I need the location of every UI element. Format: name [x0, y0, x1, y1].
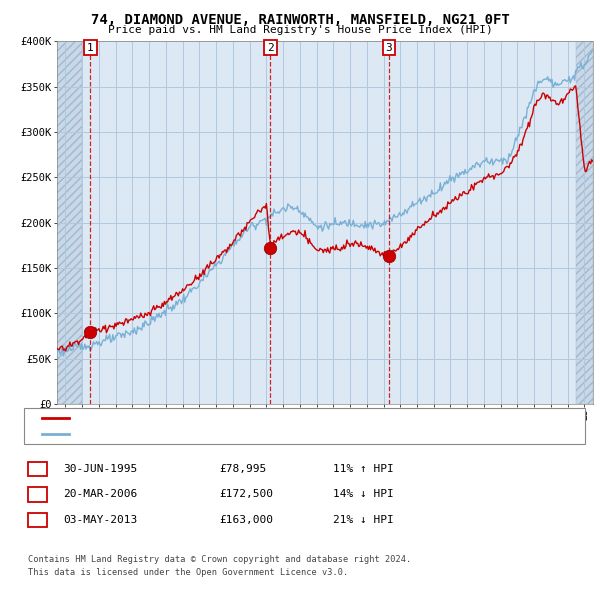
Text: 74, DIAMOND AVENUE, RAINWORTH, MANSFIELD, NG21 0FT: 74, DIAMOND AVENUE, RAINWORTH, MANSFIELD…: [91, 13, 509, 27]
Text: £172,500: £172,500: [219, 490, 273, 499]
Polygon shape: [57, 41, 82, 404]
Text: Contains HM Land Registry data © Crown copyright and database right 2024.: Contains HM Land Registry data © Crown c…: [28, 555, 411, 564]
Text: This data is licensed under the Open Government Licence v3.0.: This data is licensed under the Open Gov…: [28, 568, 348, 577]
Text: 03-MAY-2013: 03-MAY-2013: [63, 515, 137, 525]
Text: 1: 1: [34, 463, 41, 476]
Text: £78,995: £78,995: [219, 464, 266, 474]
Text: 21% ↓ HPI: 21% ↓ HPI: [333, 515, 394, 525]
Text: 20-MAR-2006: 20-MAR-2006: [63, 490, 137, 499]
Text: 3: 3: [386, 42, 392, 53]
Text: 11% ↑ HPI: 11% ↑ HPI: [333, 464, 394, 474]
Text: 1: 1: [87, 42, 94, 53]
Text: 2: 2: [267, 42, 274, 53]
Text: 14% ↓ HPI: 14% ↓ HPI: [333, 490, 394, 499]
Text: £163,000: £163,000: [219, 515, 273, 525]
Text: 30-JUN-1995: 30-JUN-1995: [63, 464, 137, 474]
Text: Price paid vs. HM Land Registry's House Price Index (HPI): Price paid vs. HM Land Registry's House …: [107, 25, 493, 35]
Polygon shape: [576, 41, 593, 404]
Text: HPI: Average price, detached house, Newark and Sherwood: HPI: Average price, detached house, Newa…: [75, 429, 405, 439]
Text: 74, DIAMOND AVENUE, RAINWORTH, MANSFIELD, NG21 0FT (detached house): 74, DIAMOND AVENUE, RAINWORTH, MANSFIELD…: [75, 413, 477, 423]
Text: 3: 3: [34, 513, 41, 526]
Text: 2: 2: [34, 488, 41, 501]
